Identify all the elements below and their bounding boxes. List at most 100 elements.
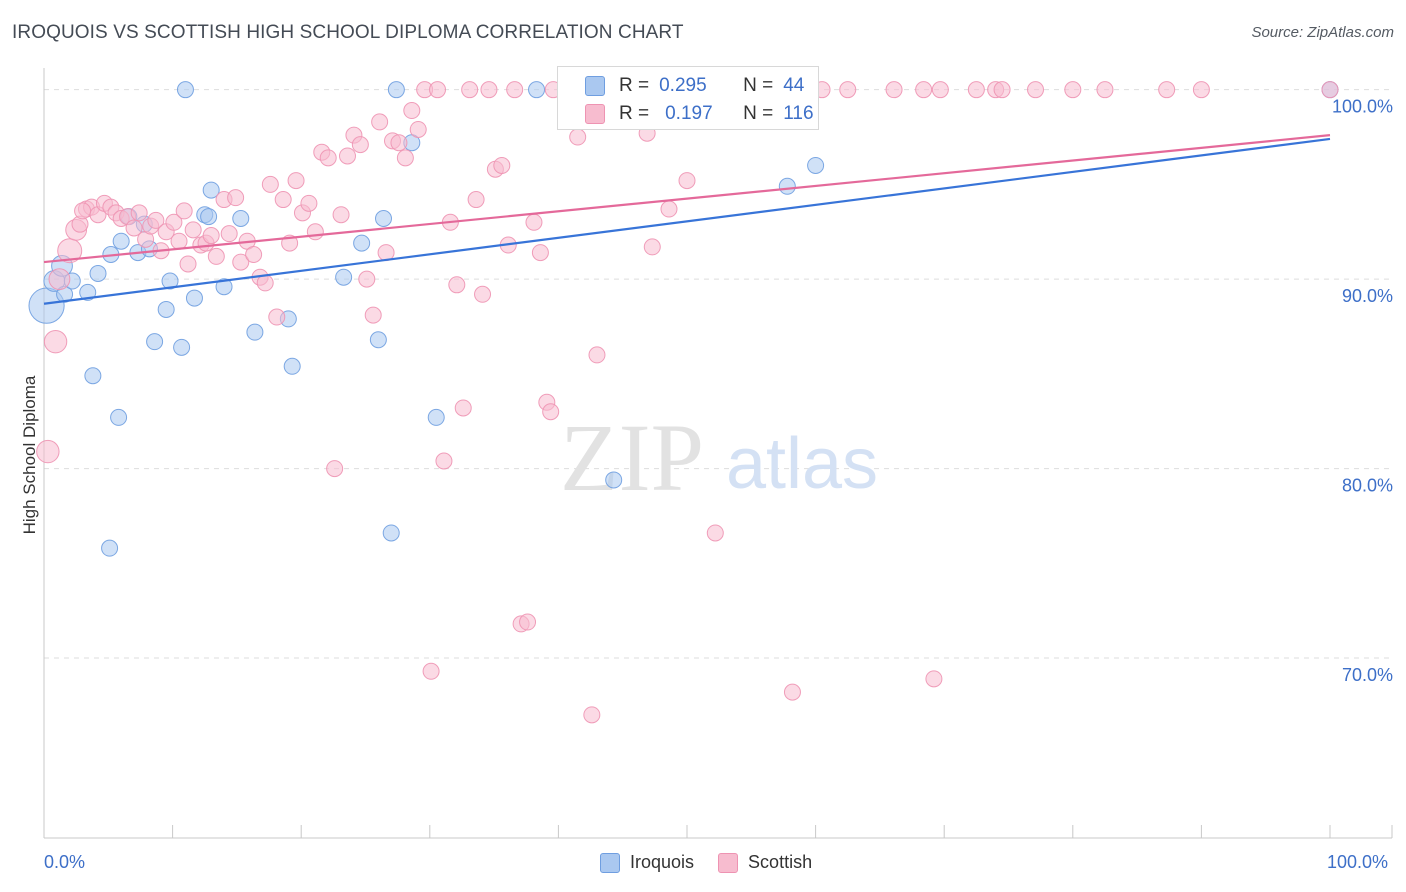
scottish-point	[220, 225, 238, 243]
iroquois-point	[146, 333, 164, 351]
iroquois-point	[387, 81, 405, 99]
scottish-point	[170, 232, 188, 250]
scottish-point	[175, 202, 193, 220]
grid-layer	[44, 89, 1392, 659]
scottish-point	[268, 308, 286, 326]
scottish-point	[931, 81, 949, 99]
scottish-point	[1096, 81, 1114, 99]
iroquois-point	[101, 539, 119, 557]
r-label: R =	[619, 103, 650, 124]
scottish-point	[332, 206, 350, 224]
iroquois-point	[202, 181, 220, 199]
iroquois-point	[89, 264, 107, 282]
scottish-point	[474, 285, 492, 303]
y-tick-label: 70.0%	[1342, 665, 1393, 685]
y-tick-labels: 70.0% 80.0% 90.0% 100.0%	[1332, 97, 1393, 685]
scottish-n-value: 116	[783, 103, 814, 124]
scottish-point	[1192, 81, 1210, 99]
y-tick-label: 80.0%	[1342, 476, 1393, 496]
scottish-point	[783, 683, 801, 701]
scottish-point	[531, 244, 549, 262]
scottish-point	[967, 81, 985, 99]
iroquois-point	[778, 177, 796, 195]
scottish-point	[396, 149, 414, 167]
iroquois-point	[176, 81, 194, 99]
scottish-point	[207, 247, 225, 265]
scottish-point	[925, 670, 943, 688]
scottish-point	[179, 255, 197, 273]
iroquois-legend-swatch	[600, 852, 620, 873]
scottish-legend-swatch	[718, 852, 739, 873]
scottish-point	[493, 156, 511, 174]
iroquois-point	[215, 278, 233, 296]
scottish-point	[256, 274, 274, 292]
legend-label-iroquois: Iroquois	[630, 852, 695, 872]
scottish-point	[915, 81, 933, 99]
iroquois-trend-line	[43, 137, 1331, 305]
scottish-point	[1064, 81, 1082, 99]
scottish-point	[422, 662, 440, 680]
scottish-point	[364, 306, 382, 324]
scottish-point	[358, 270, 376, 288]
scottish-trend-line	[43, 134, 1331, 264]
scottish-point	[125, 219, 143, 237]
scottish-point	[371, 113, 389, 131]
bottom-legend: Iroquois Scottish	[600, 852, 836, 873]
iroquois-point	[110, 408, 128, 426]
iroquois-point	[807, 156, 825, 174]
stats-row-scottish: R = 0.197 N = 116	[558, 100, 814, 128]
iroquois-point	[157, 300, 175, 318]
y-tick-label: 100.0%	[1332, 97, 1393, 117]
iroquois-point	[382, 524, 400, 542]
x-tick-label-max: 100.0%	[1327, 852, 1389, 872]
scottish-point	[467, 191, 485, 209]
scottish-r-value: 0.197	[665, 103, 713, 124]
scottish-point	[36, 439, 60, 464]
iroquois-point	[369, 331, 387, 349]
scottish-point	[261, 175, 279, 193]
x-tick-label-min: 0.0%	[44, 852, 86, 872]
y-axis-label: High School Diploma	[20, 375, 39, 535]
scottish-point	[74, 202, 92, 220]
scottish-point	[588, 346, 606, 364]
watermark-zip: ZIP	[560, 404, 704, 511]
iroquois-r-value: 0.295	[659, 75, 707, 96]
legend-item-scottish[interactable]: Scottish	[718, 852, 812, 873]
scottish-point	[274, 191, 292, 209]
scottish-point	[506, 81, 524, 99]
iroquois-point	[79, 283, 97, 301]
iroquois-point	[528, 81, 546, 99]
stats-legend: R = 0.295 N = 44 R = 0.197 N = 116	[557, 66, 819, 130]
iroquois-point	[232, 210, 250, 228]
scottish-point	[130, 204, 148, 222]
scottish-point	[993, 81, 1011, 99]
scottish-point	[519, 613, 537, 631]
iroquois-point	[283, 357, 301, 375]
scottish-points	[36, 81, 1339, 724]
scottish-point	[319, 149, 337, 167]
source-label: Source: ZipAtlas.com	[1251, 24, 1394, 41]
scottish-point	[448, 276, 466, 294]
scottish-point	[165, 213, 183, 231]
scottish-point	[569, 128, 587, 146]
legend-item-iroquois[interactable]: Iroquois	[600, 852, 694, 873]
scottish-point	[461, 81, 479, 99]
scottish-point	[300, 194, 318, 212]
scottish-point	[525, 213, 543, 231]
watermark-atlas: atlas	[726, 424, 878, 504]
scottish-point	[202, 227, 220, 245]
scottish-point	[232, 253, 250, 271]
scottish-point	[409, 120, 427, 138]
scottish-point	[839, 81, 857, 99]
iroquois-point	[173, 338, 191, 356]
iroquois-point	[375, 210, 393, 228]
scottish-point	[678, 172, 696, 190]
scottish-point	[43, 329, 68, 354]
scottish-point	[435, 452, 453, 470]
iroquois-swatch	[585, 76, 605, 96]
scottish-point	[1321, 81, 1339, 99]
scottish-point	[643, 238, 661, 256]
iroquois-point	[161, 272, 179, 290]
legend-label-scottish: Scottish	[748, 852, 813, 872]
scottish-point	[48, 268, 71, 291]
